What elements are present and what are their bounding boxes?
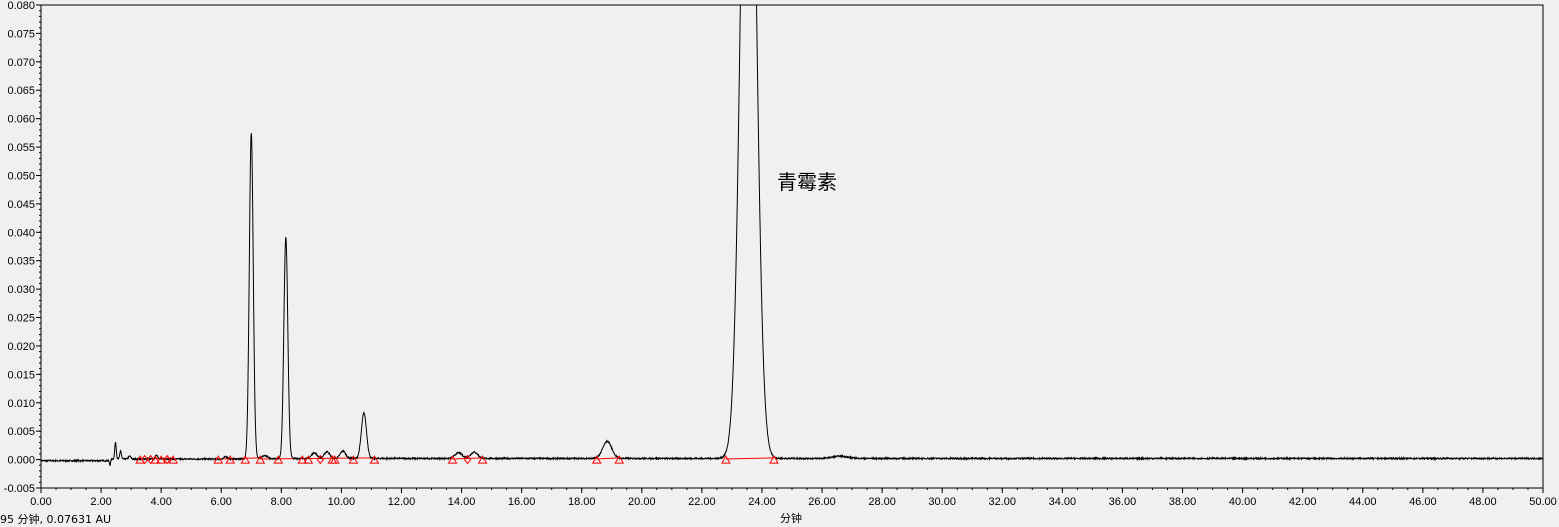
x-tick-label: 44.00 [1349,496,1377,508]
y-tick-label: 0.045 [7,199,35,211]
peak-boundary-triangle-marker [447,455,458,464]
chromatogram-trace [40,4,1544,467]
peak-boundary-triangle-marker [240,455,251,464]
y-tick-label: -0.005 [4,483,35,495]
x-tick-label: 38.00 [1169,496,1197,508]
x-tick-label: 10.00 [328,496,356,508]
peak-boundary-triangle-marker [225,455,236,464]
peak-boundary-triangle-marker [297,455,308,464]
peak-boundary-diamond-marker [163,454,171,465]
peak-boundary-triangle-marker [255,455,266,464]
x-tick-label: 6.00 [211,496,232,508]
x-tick-label: 50.00 [1529,496,1557,508]
x-axis-label: 分钟 [780,512,802,525]
peak-boundary-diamond-marker [147,454,155,465]
peak-boundary-triangle-marker [721,455,731,464]
baseline-segment [596,457,620,460]
peak-boundary-triangle-marker [329,455,340,464]
x-tick-label: 2.00 [90,496,111,508]
peak-boundary-triangle-marker [168,455,179,464]
peak-annotation-penicillin: 青霉素 [777,170,837,194]
y-tick-label: 0.010 [7,398,35,410]
x-tick-label: 12.00 [388,496,416,508]
y-tick-label: 0.025 [7,313,35,325]
peak-boundary-triangle-marker [213,455,224,464]
x-tick-label: 40.00 [1229,496,1257,508]
peak-boundary-triangle-marker [348,455,359,464]
y-tick-label: 0.040 [7,227,35,239]
y-tick-label: 0.075 [7,28,35,40]
y-tick-label: 0.030 [7,284,35,296]
peak-boundary-diamond-marker [463,454,472,465]
peak-boundary-triangle-marker [477,455,488,464]
peak-boundary-triangle-marker [273,455,284,464]
peak-boundary-triangle-marker [591,455,602,464]
baseline-segment [452,457,483,460]
axes: -0.005 0.000 0.005 0.010 0.015 0.020 0.025 0.03… [4,0,1557,508]
y-tick-label: 0.065 [7,85,35,97]
x-tick-label: 48.00 [1469,496,1497,508]
x-tick-label: 28.00 [868,496,896,508]
x-tick-label: 14.00 [448,496,476,508]
x-tick-label: 24.00 [748,496,776,508]
y-tick-label: 0.015 [7,369,35,381]
x-tick-label: 42.00 [1289,496,1317,508]
y-tick-label: 0.080 [7,0,35,12]
plot-frame [40,4,1544,489]
y-tick-label: 0.000 [7,455,35,467]
peak-boundary-diamond-marker [316,454,324,465]
y-tick-label: 0.070 [7,57,35,69]
peak-boundary-triangle-marker [614,455,625,464]
y-tick-label: 0.035 [7,256,35,268]
x-tick-label: 46.00 [1409,496,1437,508]
y-tick-label: 0.060 [7,114,35,126]
x-tick-label: 22.00 [688,496,716,508]
x-tick-label: 36.00 [1109,496,1137,508]
peak-boundary-triangle-marker [156,455,167,464]
y-tick-label: 0.020 [7,341,35,353]
y-tick-label: 0.050 [7,170,35,182]
y-tick-label: 0.005 [7,426,35,438]
x-tick-label: 30.00 [928,496,956,508]
peak-boundary-diamond-marker [141,454,149,465]
x-tick-label: 32.00 [989,496,1017,508]
peak-markers [135,454,779,465]
peak-boundary-triangle-marker [303,455,314,464]
x-tick-label: 8.00 [271,496,292,508]
x-tick-label: 18.00 [568,496,596,508]
x-tick-label: 26.00 [808,496,836,508]
x-tick-label: 4.00 [150,496,171,508]
x-tick-label: 20.00 [628,496,656,508]
cursor-readout: 95 分钟, 0.07631 AU [0,513,112,526]
peak-boundary-triangle-marker [369,455,380,464]
peak-boundary-triangle-marker [769,455,779,464]
x-tick-label: 34.00 [1049,496,1077,508]
y-tick-label: 0.055 [7,142,35,154]
x-tick-label: 0.00 [30,496,51,508]
baseline-segment [725,457,774,460]
x-tick-label: 16.00 [508,496,536,508]
